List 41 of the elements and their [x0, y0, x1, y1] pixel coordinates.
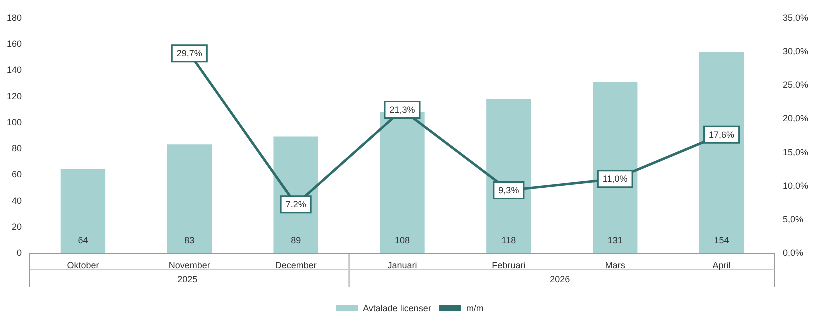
bar [60, 169, 106, 253]
bar [699, 52, 744, 253]
x-tick-label: Mars [605, 260, 626, 270]
y-tick-label: 20 [12, 222, 22, 232]
x-tick-label: Januari [388, 260, 418, 270]
data-label: 83 [184, 236, 195, 246]
y-tick-label: 60 [12, 170, 22, 180]
y-tick-label: 100 [6, 117, 22, 128]
x-tick-label: Februari [492, 260, 526, 270]
y2-tick-label: 20,0% [783, 114, 809, 124]
x-tick-label: November [168, 260, 210, 270]
y2-tick-label: 0,0% [783, 248, 804, 258]
data-label: 64 [78, 236, 88, 246]
data-label: 108 [394, 236, 410, 246]
text: 2025 [178, 274, 198, 284]
y-tick-label: 180 [6, 13, 22, 23]
bar [486, 98, 532, 253]
legend-label: Avtalade licenser [363, 304, 432, 314]
y2-tick-label: 5,0% [783, 214, 804, 224]
text: 2026 [550, 274, 570, 284]
bar [167, 144, 212, 253]
y2-tick-label: 10,0% [783, 180, 809, 191]
y2-tick-label: 30,0% [783, 46, 809, 57]
x-tick-label: April [712, 260, 731, 270]
y2-tick-label: 15,0% [783, 147, 809, 158]
y2-tick-label: 25,0% [783, 80, 809, 90]
x-tick-label: December [275, 260, 317, 270]
y-tick-label: 160 [6, 39, 22, 50]
y-tick-label: 140 [6, 65, 22, 76]
y-tick-label: 40 [12, 196, 22, 206]
y-tick-label: 0 [16, 248, 22, 258]
data-label: 131 [608, 236, 623, 246]
y-tick-label: 80 [12, 144, 22, 154]
legend-label: m/m [466, 304, 484, 314]
data-label: 154 [714, 236, 730, 246]
y2-tick-label: 35,0% [783, 13, 809, 23]
y-tick-label: 120 [6, 91, 22, 102]
bar [593, 82, 638, 253]
data-label: 89 [291, 236, 302, 246]
x-tick-label: Oktober [67, 260, 100, 270]
data-label: 118 [502, 236, 516, 246]
